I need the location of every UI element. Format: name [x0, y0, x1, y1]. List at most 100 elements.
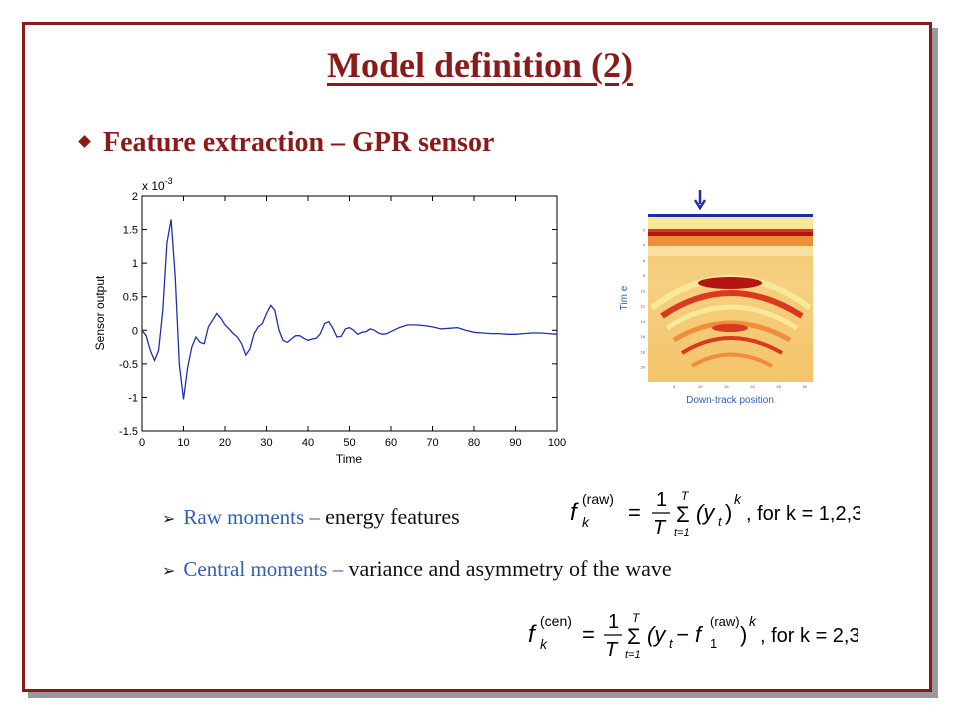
target-peak: [698, 277, 762, 289]
arrow-bullet-icon: ➢: [162, 561, 176, 580]
eq-cond: , for k = 2,3: [760, 625, 858, 647]
heatmap-top-band: [648, 214, 813, 217]
eq-term: (y: [647, 622, 667, 647]
heatmap-y-tick-label: 14: [641, 319, 646, 324]
heatmap-band-pale: [648, 246, 813, 256]
sensor-output-line-chart: -1.5 -1 -0.5 0 0.5 1 1.5 2 0 10 20 30 40 50 60 70 80 90 1…: [93, 176, 566, 466]
hyperbola-3: [665, 304, 799, 331]
y-axis: -1.5 -1 -0.5 0 0.5 1 1.5 2: [119, 191, 557, 438]
y-axis-label: Sensor output: [93, 275, 107, 350]
subbullet-central-moments: ➢ Central moments – variance and asymmetr…: [162, 556, 672, 582]
plot-frame: [141, 195, 558, 432]
eq-minus-sub: 1: [710, 636, 717, 651]
x-axis: 0 10 20 30 40 50 60 70 80 90 100: [139, 196, 566, 449]
eq-f: f: [528, 621, 537, 648]
target-echo: [712, 324, 748, 332]
hyperbola-5: [680, 336, 783, 355]
y-tick-label: 2: [132, 191, 138, 203]
x-tick-label: 0: [139, 437, 145, 449]
heatmap-y-tick-label: 18: [641, 349, 646, 354]
heatmap-x-tick-label: 30: [803, 384, 808, 389]
eq-sum-top: T: [681, 489, 690, 503]
diamond-bullet-icon: [78, 135, 91, 148]
heatmap-y-tick-label: 10: [641, 288, 646, 293]
x-tick-label: 90: [509, 437, 521, 449]
heatmap-y-tick-label: 12: [641, 304, 646, 309]
sigma-icon: Σ: [676, 502, 690, 527]
heatmap-x-ticks: 5 10 15 20 25 30: [673, 384, 808, 389]
eq-minus: − f: [676, 622, 704, 647]
subbullet-dash: –: [327, 557, 349, 581]
heatmap-x-tick-label: 25: [776, 384, 781, 389]
eq-num: 1: [608, 611, 619, 633]
x-tick-label: 50: [343, 437, 355, 449]
y-tick-label: -1.5: [119, 426, 138, 438]
slide-title: Model definition (2): [0, 44, 960, 86]
heatmap-x-tick-label: 20: [750, 384, 755, 389]
eq-sub: k: [540, 636, 548, 652]
heatmap-x-tick-label: 5: [673, 384, 676, 389]
y-tick-label: 1.5: [123, 225, 138, 237]
heatmap-y-tick-label: 8: [643, 273, 646, 278]
eq-sub: k: [582, 514, 590, 530]
gpr-heatmap: 2 4 6 8 10 12 14 16 18 20 5 10 15 20 25 30 Down-track …: [619, 190, 813, 406]
subbullet-dash: –: [304, 505, 326, 529]
eq-term-sub: t: [718, 514, 723, 529]
eq-den: T: [653, 517, 667, 539]
sigma-icon: Σ: [627, 624, 641, 649]
x-tick-label: 100: [548, 437, 566, 449]
series-line: [141, 219, 558, 400]
heatmap-y-tick-label: 16: [641, 334, 646, 339]
subbullet-lead: Raw moments: [183, 505, 305, 529]
eq-close: ): [740, 622, 747, 647]
y-tick-label: 0: [132, 325, 138, 337]
eq-term-sub: t: [669, 636, 674, 651]
x-tick-label: 60: [385, 437, 397, 449]
y-multiplier-label: x 10-3: [142, 176, 173, 193]
heatmap-y-tick-label: 20: [641, 365, 646, 370]
heatmap-y-ticks: 2 4 6 8 10 12 14 16 18 20: [641, 227, 646, 369]
heatmap-band-darkred: [648, 232, 813, 236]
subbullet-rest: variance and asymmetry of the wave: [348, 556, 672, 581]
central-moment-equation: f (cen) k = 1 T T Σ t=1 (y t − f 1 (raw)…: [528, 611, 858, 661]
x-tick-label: 20: [219, 437, 231, 449]
eq-sum-top: T: [632, 611, 641, 625]
heatmap-y-label: Tim e: [619, 285, 630, 310]
heatmap-x-tick-label: 10: [698, 384, 703, 389]
heatmap-x-label: Down-track position: [686, 395, 774, 406]
heatmap-y-tick-label: 4: [643, 243, 646, 248]
down-arrow-icon: [693, 190, 707, 211]
x-tick-label: 70: [426, 437, 438, 449]
heatmap-y-tick-label: 2: [643, 227, 646, 232]
x-tick-label: 40: [302, 437, 314, 449]
heatmap-band-yellow: [648, 217, 813, 229]
y-tick-label: 0.5: [123, 292, 138, 304]
eq-sup: (cen): [540, 613, 572, 629]
main-bullet: Feature extraction – GPR sensor: [78, 127, 494, 159]
heatmap-band-orange: [648, 236, 813, 246]
arrow-bullet-icon: ➢: [162, 509, 176, 528]
eq-cond: , for k = 1,2,3: [746, 503, 860, 525]
hyperbola-6: [690, 352, 773, 368]
eq-sup: (raw): [582, 491, 614, 507]
eq-den: T: [605, 639, 619, 661]
raw-moment-equation: f (raw) k = 1 T T Σ t=1 (y t ) k , for k…: [570, 489, 860, 539]
x-tick-label: 10: [177, 437, 189, 449]
subbullet-rest: energy features: [325, 504, 460, 529]
y-tick-label: -0.5: [119, 359, 138, 371]
eq-equals: =: [628, 500, 641, 525]
eq-close: ): [725, 500, 732, 525]
heatmap-y-tick-label: 6: [643, 258, 646, 263]
hyperbola-4: [672, 320, 792, 343]
eq-minus-sup: (raw): [710, 614, 740, 629]
x-axis-label: Time: [336, 452, 363, 466]
eq-pow: k: [734, 491, 742, 507]
eq-term: (y: [696, 500, 716, 525]
eq-pow: k: [749, 613, 757, 629]
eq-equals: =: [582, 622, 595, 647]
hyperbola-2: [660, 290, 804, 319]
eq-sum-bot: t=1: [674, 527, 690, 539]
subbullet-raw-moments: ➢ Raw moments – energy features: [162, 504, 460, 530]
heatmap-x-tick-label: 15: [724, 384, 729, 389]
eq-f: f: [570, 499, 579, 526]
